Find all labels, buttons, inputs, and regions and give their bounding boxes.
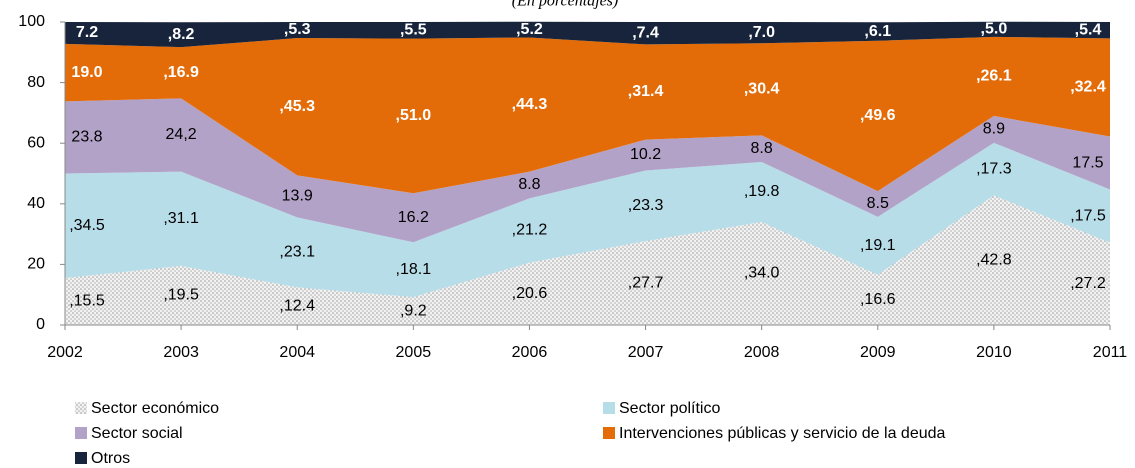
data-label: ,17.5 <box>1070 207 1106 224</box>
data-label: ,7.0 <box>748 24 775 41</box>
data-label: ,7.4 <box>632 24 659 41</box>
legend-label: Intervenciones públicas y servicio de la… <box>619 425 946 442</box>
data-label: ,19.8 <box>744 183 780 200</box>
data-label: 8.8 <box>518 176 540 193</box>
data-label: 10.2 <box>630 146 661 163</box>
legend-swatch <box>603 402 615 414</box>
data-label: ,20.6 <box>512 285 548 302</box>
data-label: ,31.4 <box>628 83 664 100</box>
x-tick-label: 2009 <box>860 344 896 361</box>
data-label: 8.9 <box>983 121 1005 138</box>
data-label: ,23.3 <box>628 197 664 214</box>
data-label: ,15.5 <box>69 293 105 310</box>
data-label: ,5.3 <box>284 21 311 38</box>
legend-label: Sector político <box>619 400 720 417</box>
area <box>65 142 1110 298</box>
legend-label: Otros <box>91 450 130 467</box>
data-label: ,5.2 <box>516 21 543 38</box>
data-label: ,26.1 <box>976 68 1012 85</box>
data-label: ,8.2 <box>168 26 195 43</box>
data-label: ,19.5 <box>163 287 199 304</box>
data-label: ,5.4 <box>1075 21 1102 38</box>
x-tick-label: 2003 <box>163 344 199 361</box>
data-label: ,34.0 <box>744 265 780 282</box>
data-label: 8.5 <box>867 195 889 212</box>
x-tick-label: 2002 <box>47 344 83 361</box>
legend-swatch <box>603 427 615 439</box>
data-label: ,51.0 <box>396 107 432 124</box>
y-tick-label: 60 <box>27 134 45 151</box>
data-label: ,23.1 <box>279 244 315 261</box>
data-label: ,5.5 <box>400 22 427 39</box>
x-tick-label: 2011 <box>1093 344 1128 361</box>
area <box>65 195 1110 325</box>
data-label: ,45.3 <box>279 98 315 115</box>
data-label: ,16.6 <box>860 291 896 308</box>
data-label: ,5.0 <box>981 20 1008 37</box>
data-label: ,12.4 <box>279 297 315 314</box>
data-label: ,19.1 <box>860 237 896 254</box>
data-label: ,6.1 <box>864 23 891 40</box>
y-tick-label: 100 <box>18 13 45 30</box>
data-label: ,17.3 <box>976 160 1012 177</box>
x-tick-label: 2008 <box>744 344 780 361</box>
data-label: 16.2 <box>398 209 429 226</box>
y-tick-label: 0 <box>36 316 45 333</box>
y-tick-label: 20 <box>27 256 45 273</box>
area <box>65 36 1110 194</box>
data-label: ,30.4 <box>744 80 780 97</box>
data-label: ,27.2 <box>1070 275 1106 292</box>
area <box>65 98 1110 243</box>
x-tick-label: 2007 <box>628 344 664 361</box>
area <box>65 21 1110 48</box>
data-label: ,21.2 <box>512 222 548 239</box>
data-label: ,27.7 <box>628 274 664 291</box>
legend-label: Sector social <box>91 425 183 442</box>
data-label: ,16.9 <box>163 64 199 81</box>
y-tick-label: 80 <box>27 74 45 91</box>
data-label: ,49.6 <box>860 107 896 124</box>
x-tick-label: 2006 <box>512 344 548 361</box>
x-tick-label: 2010 <box>976 344 1012 361</box>
data-label: 7.2 <box>76 24 98 41</box>
y-tick-label: 40 <box>27 195 45 212</box>
data-label: ,32.4 <box>1070 79 1106 96</box>
legend-label: Sector económico <box>91 400 219 417</box>
data-label: ,34.5 <box>69 217 105 234</box>
data-label: 13.9 <box>282 188 313 205</box>
legend-swatch <box>75 452 87 464</box>
data-label: ,44.3 <box>512 96 548 113</box>
chart-subtitle: (En porcentajes) <box>512 0 618 10</box>
data-label: ,18.1 <box>396 261 432 278</box>
data-label: ,9.2 <box>400 302 427 319</box>
data-label: 23.8 <box>71 129 102 146</box>
x-tick-label: 2005 <box>396 344 432 361</box>
data-label: ,42.8 <box>976 251 1012 268</box>
legend-swatch <box>75 402 87 414</box>
data-label: ,31.1 <box>163 210 199 227</box>
data-label: 17.5 <box>1072 154 1103 171</box>
data-label: 8.8 <box>751 140 773 157</box>
data-label: 19.0 <box>71 64 102 81</box>
x-tick-label: 2004 <box>279 344 315 361</box>
data-label: 24,2 <box>166 126 197 143</box>
legend-swatch <box>75 427 87 439</box>
